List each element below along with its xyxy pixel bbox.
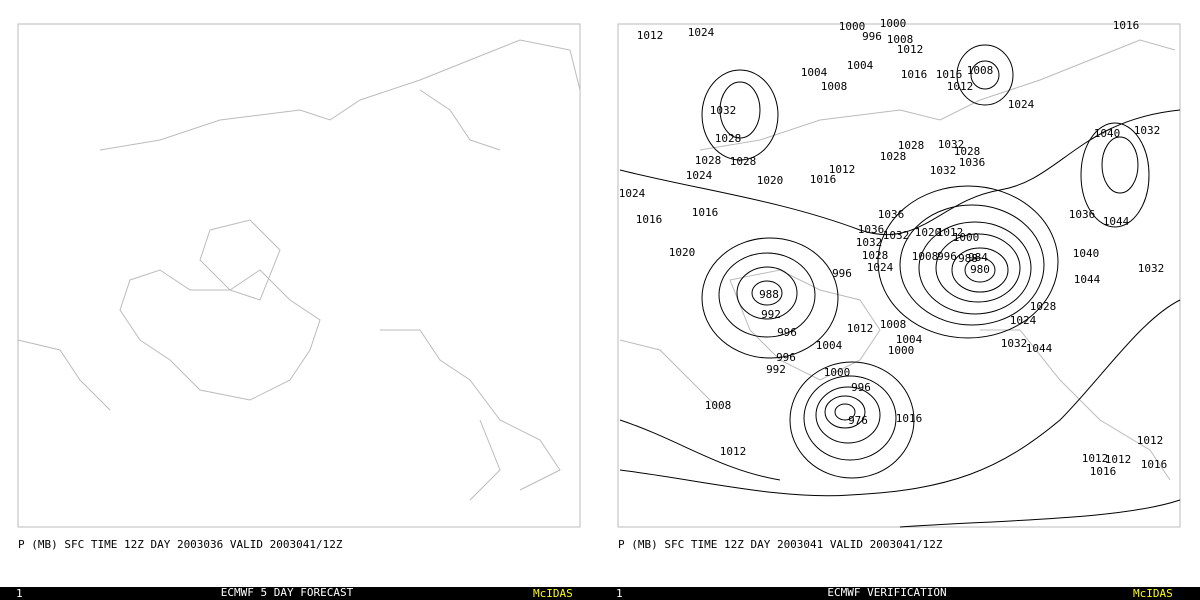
contour-label: 1028 xyxy=(730,155,757,168)
contour-label: 1024 xyxy=(867,261,894,274)
caption: P (MB) SFC TIME 12Z DAY 2003036 VALID 20… xyxy=(18,538,343,551)
contour-label: 1032 xyxy=(1001,337,1028,350)
frame-number: 1 xyxy=(16,587,23,600)
contour-label: 1016 xyxy=(1113,19,1140,32)
contour-label: 996 xyxy=(832,267,852,280)
caption: P (MB) SFC TIME 12Z DAY 2003041 VALID 20… xyxy=(618,538,943,551)
status-title: ECMWF 5 DAY FORECAST xyxy=(221,586,354,599)
contour-label: 1012 xyxy=(829,163,856,176)
contour-label: 1040 xyxy=(1094,127,1121,140)
contour-label: 1012 xyxy=(947,80,974,93)
contour-label: 1012 xyxy=(1105,453,1132,466)
status-background xyxy=(0,587,1200,600)
contour-label: 996 xyxy=(937,250,957,263)
contour-label: 1008 xyxy=(967,64,994,77)
brand: McIDAS xyxy=(533,587,573,600)
contour-label: 1016 xyxy=(896,412,923,425)
contour-label: 1028 xyxy=(898,139,925,152)
contour-label: 1004 xyxy=(816,339,843,352)
contour-label: 1032 xyxy=(710,104,737,117)
contour-label: 1040 xyxy=(1073,247,1100,260)
contour-label: 1044 xyxy=(1026,342,1053,355)
contour-label: 1016 xyxy=(810,173,837,186)
status-bar: 1 ECMWF 5 DAY FORECAST McIDAS 1 ECMWF VE… xyxy=(0,586,1200,600)
contour-label: 1016 xyxy=(936,68,963,81)
contour-label: 1032 xyxy=(938,138,965,151)
contour-label: 1012 xyxy=(847,322,874,335)
frame-number: 1 xyxy=(616,587,623,600)
contour-label: 992 xyxy=(766,363,786,376)
contour-label: 1024 xyxy=(619,187,646,200)
contour-label: 1000 xyxy=(888,344,915,357)
contour-label: 1032 xyxy=(930,164,957,177)
contour-label: 1008 xyxy=(912,250,939,263)
contour-label: 1012 xyxy=(1082,452,1109,465)
contour-label: 1036 xyxy=(858,223,885,236)
contour-label: 1020 xyxy=(757,174,784,187)
contour-label: 1032 xyxy=(856,236,883,249)
contour-label: 996 xyxy=(776,351,796,364)
contour-label: 1032 xyxy=(1138,262,1165,275)
contour-label: 1028 xyxy=(954,145,981,158)
contour-label: 1028 xyxy=(862,249,889,262)
contour-label: 1000 xyxy=(839,20,866,33)
contour-label: 1036 xyxy=(878,208,905,221)
contour-label: 1028 xyxy=(1030,300,1057,313)
contour-label: 1024 xyxy=(688,26,715,39)
contour-label: 1012 xyxy=(897,43,924,56)
contour-label: 1012 xyxy=(637,29,664,42)
contour-label: 976 xyxy=(848,414,868,427)
contour-label: 1008 xyxy=(880,318,907,331)
contour-label: 1004 xyxy=(896,333,923,346)
contour-label: 1000 xyxy=(880,17,907,30)
contour-label: 1020 xyxy=(669,246,696,259)
contour-label: 1024 xyxy=(1008,98,1035,111)
contour-label: 988 xyxy=(759,288,779,301)
contour-label: 1020 xyxy=(915,226,942,239)
contour-label: 1032 xyxy=(1134,124,1161,137)
contour-label: 1044 xyxy=(1103,215,1130,228)
contour-label: 1016 xyxy=(1141,458,1168,471)
contour-label: 1008 xyxy=(887,33,914,46)
contour-label: 992 xyxy=(761,308,781,321)
contour-label: 1008 xyxy=(705,399,732,412)
contour-label: 1016 xyxy=(636,213,663,226)
contour-label: 996 xyxy=(862,30,882,43)
contour-label: 980 xyxy=(970,263,990,276)
contour-label: 1024 xyxy=(1010,314,1037,327)
contour-label: 988 xyxy=(958,252,978,265)
contour-label: 1004 xyxy=(801,66,828,79)
contour-label: 1024 xyxy=(686,169,713,182)
contour-label: 1000 xyxy=(824,366,851,379)
coastlines xyxy=(17,39,1176,501)
contour-label: 996 xyxy=(777,326,797,339)
contour-label: 1028 xyxy=(715,132,742,145)
contour-label: 1036 xyxy=(1069,208,1096,221)
contour-label: 1004 xyxy=(847,59,874,72)
contour-label: 1008 xyxy=(821,80,848,93)
contour-label: 1012 xyxy=(720,445,747,458)
contour-label: 996 xyxy=(851,381,871,394)
contour-label: 1028 xyxy=(695,154,722,167)
status-title: ECMWF VERIFICATION xyxy=(827,586,946,599)
contour-label: 1012 xyxy=(937,226,964,239)
contour-label: 1016 xyxy=(901,68,928,81)
contour-label: 1036 xyxy=(959,156,986,169)
contour-label: 1000 xyxy=(953,231,980,244)
contour-label: 1032 xyxy=(883,229,910,242)
isobars xyxy=(619,44,1181,528)
contour-label: 1012 xyxy=(1137,434,1164,447)
contour-label: 1016 xyxy=(1090,465,1117,478)
map-frame xyxy=(617,23,1181,528)
contour-label: 1016 xyxy=(692,206,719,219)
contour-label: 1044 xyxy=(1074,273,1101,286)
brand: McIDAS xyxy=(1133,587,1173,600)
contour-label: 984 xyxy=(968,251,988,264)
contour-label: 1028 xyxy=(880,150,907,163)
map-frame xyxy=(17,23,581,528)
